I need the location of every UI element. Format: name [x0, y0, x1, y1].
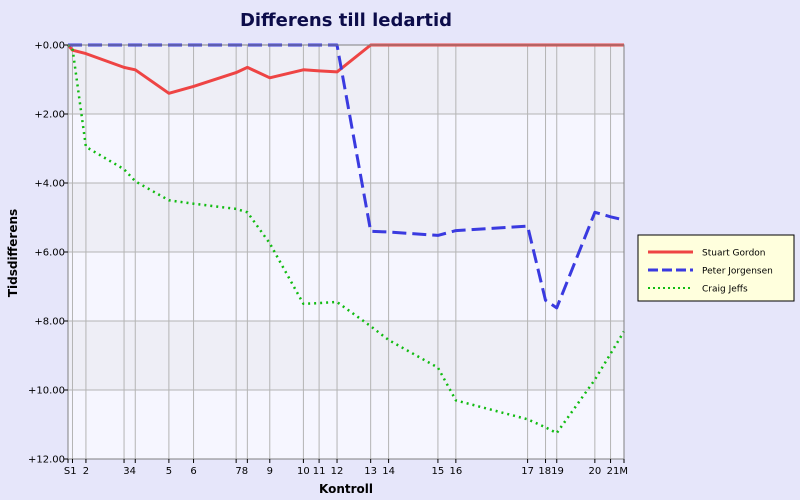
x-tick-label: 78 [235, 466, 248, 477]
plot-band [68, 114, 624, 183]
y-tick-label: +0.00 [34, 41, 65, 52]
y-tick-label: +8.00 [34, 317, 65, 328]
x-tick-label: 12 [331, 466, 344, 477]
y-axis-title: Tidsdifferens [6, 209, 20, 297]
x-tick-label: 15 [432, 466, 445, 477]
x-tick-label: 9 [267, 466, 273, 477]
x-axis-ticks: S1 2 34 5 6 78 9 10 11 12 13 14 15 16 17 1819 20 21M [64, 459, 628, 477]
x-tick-label: 34 [123, 466, 136, 477]
x-tick-label: 14 [382, 466, 395, 477]
x-tick-label: 20 [588, 466, 601, 477]
x-tick-label: 10 [297, 466, 310, 477]
x-tick-label: 2 [83, 466, 89, 477]
legend: Stuart Gordon Peter Jorgensen Craig Jeffs [637, 234, 795, 302]
legend-label: Craig Jeffs [702, 285, 748, 295]
plot-background [68, 45, 624, 459]
plot-band [68, 390, 624, 459]
plot-band [68, 321, 624, 390]
y-axis-ticks: +0.00 +2.00 +4.00 +6.00 +8.00 +10.00 +12.00 [28, 41, 68, 466]
chart-title: Differens till ledartid [240, 10, 452, 31]
y-tick-label: +4.00 [34, 179, 65, 190]
x-tick-label: 1819 [538, 466, 563, 477]
legend-label: Peter Jorgensen [702, 267, 773, 277]
x-tick-label: 16 [449, 466, 462, 477]
x-axis-title: Kontroll [319, 482, 373, 496]
x-tick-label: 6 [190, 466, 196, 477]
x-tick-label: 17 [521, 466, 534, 477]
plot-band [68, 183, 624, 252]
y-tick-label: +10.00 [28, 386, 65, 397]
x-tick-label: 5 [166, 466, 172, 477]
legend-box [637, 234, 795, 302]
y-tick-label: +6.00 [34, 248, 65, 259]
plot-band [68, 252, 624, 321]
x-tick-label: 13 [364, 466, 377, 477]
legend-label: Stuart Gordon [702, 249, 766, 259]
x-tick-label: S1 [64, 466, 77, 477]
y-tick-label: +12.00 [28, 455, 65, 466]
x-tick-label: 21M [607, 466, 628, 477]
x-tick-label: 11 [313, 466, 326, 477]
y-tick-label: +2.00 [34, 110, 65, 121]
